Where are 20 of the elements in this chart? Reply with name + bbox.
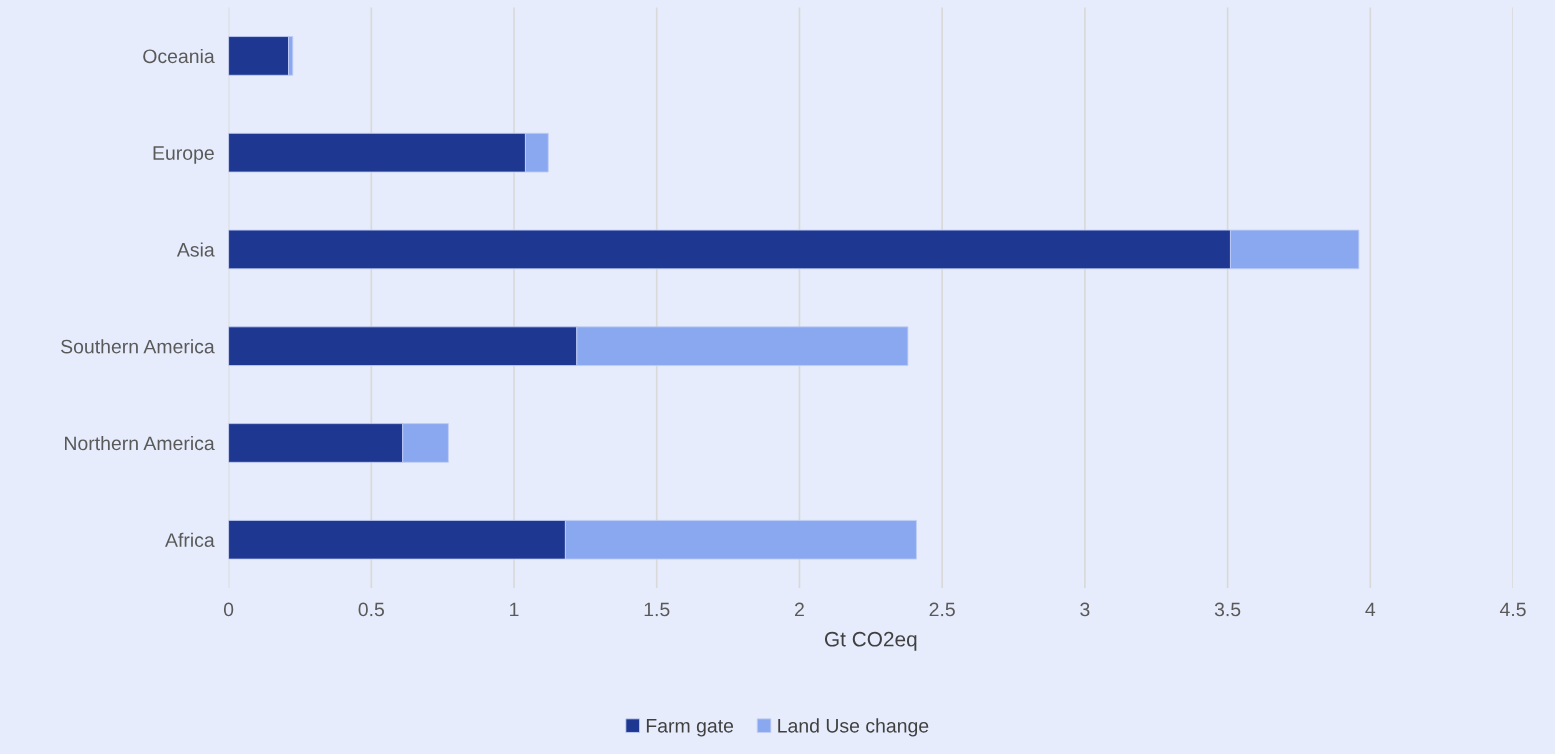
y-tick-label: Southern America — [61, 339, 215, 354]
x-tick-label: 1.5 — [644, 602, 670, 617]
y-tick-label: Europe — [153, 146, 214, 164]
x-tick-label: 3 — [1080, 602, 1090, 617]
x-tick-label: 3.5 — [1214, 602, 1241, 617]
legend-label: Farm gate — [646, 719, 734, 737]
x-tick-label: 1 — [510, 602, 519, 617]
bar — [228, 36, 289, 76]
x-tick-label: 2.5 — [929, 602, 955, 617]
legend-label: Land Use change — [778, 718, 929, 737]
x-tick-label: 4 — [1365, 602, 1376, 617]
x-tick-label: 0.5 — [358, 602, 384, 617]
y-tick-label: Africa — [165, 532, 215, 547]
x-tick-label: 4.5 — [1499, 602, 1526, 617]
x-tick-label: 0 — [223, 602, 234, 617]
y-tick-label: Northern America — [65, 435, 215, 451]
x-axis-title: Gt CO2eq — [824, 631, 917, 651]
x-tick-label: 2 — [795, 602, 804, 617]
y-tick-label: Asia — [176, 242, 215, 257]
y-tick-label: Oceania — [143, 48, 215, 64]
